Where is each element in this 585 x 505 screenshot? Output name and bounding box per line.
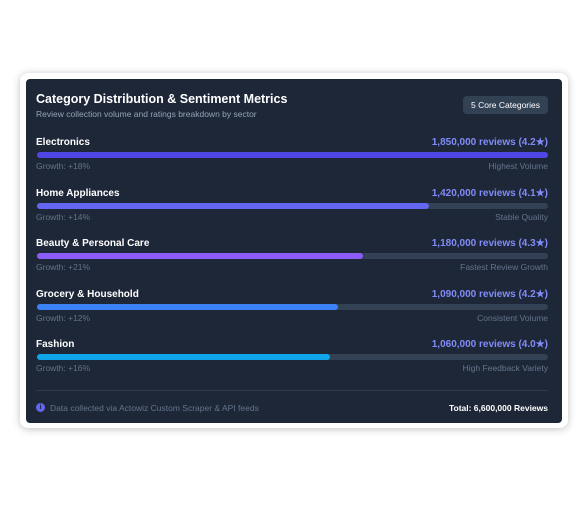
category-note: Consistent Volume — [477, 312, 548, 323]
value-label: 1,060,000 reviews (4.0★) — [431, 339, 548, 350]
value-label: 1,850,000 reviews (4.2★) — [431, 137, 548, 148]
card-title: Category Distribution & Sentiment Metric… — [36, 92, 288, 106]
bar — [37, 253, 363, 259]
growth-label: Growth: +21% — [36, 262, 91, 272]
growth-label: Growth: +12% — [36, 312, 91, 323]
metrics-card: Category Distribution & Sentiment Metric… — [26, 79, 562, 423]
value-label: 1,180,000 reviews (4.3★) — [431, 238, 548, 249]
bar-track — [37, 303, 548, 310]
category-note: Stable Quality — [495, 211, 548, 222]
bar — [37, 354, 330, 360]
bar — [37, 202, 430, 209]
footer-total: Total: 6,600,000 Reviews — [448, 403, 548, 413]
category-name: Fashion — [36, 339, 75, 350]
badge: 5 Core Categories — [463, 96, 548, 114]
category-name: Beauty & Personal Care — [36, 238, 150, 249]
growth-label: Growth: +14% — [36, 211, 91, 222]
category-note: High Feedback Variety — [462, 363, 548, 373]
category-name: Electronics — [36, 137, 90, 148]
card-subtitle: Review collection volume and ratings bre… — [36, 109, 257, 119]
footer-note: Data collected via Actowiz Custom Scrape… — [50, 403, 259, 413]
value-label: 1,090,000 reviews (4.2★) — [431, 288, 548, 300]
bar-track — [37, 253, 548, 259]
bar — [37, 303, 339, 310]
category-note: Fastest Review Growth — [460, 262, 548, 272]
category-note: Highest Volume — [488, 161, 548, 171]
bar-track — [37, 152, 548, 158]
value-label: 1,420,000 reviews (4.1★) — [431, 187, 548, 199]
info-icon: i — [36, 403, 45, 412]
divider — [36, 390, 548, 391]
category-name: Home Appliances — [36, 187, 120, 199]
bar-track — [37, 354, 548, 360]
bar — [37, 152, 548, 158]
growth-label: Growth: +16% — [36, 363, 91, 373]
bar-track — [37, 202, 548, 209]
growth-label: Growth: +18% — [36, 161, 91, 171]
category-name: Grocery & Household — [36, 288, 139, 300]
